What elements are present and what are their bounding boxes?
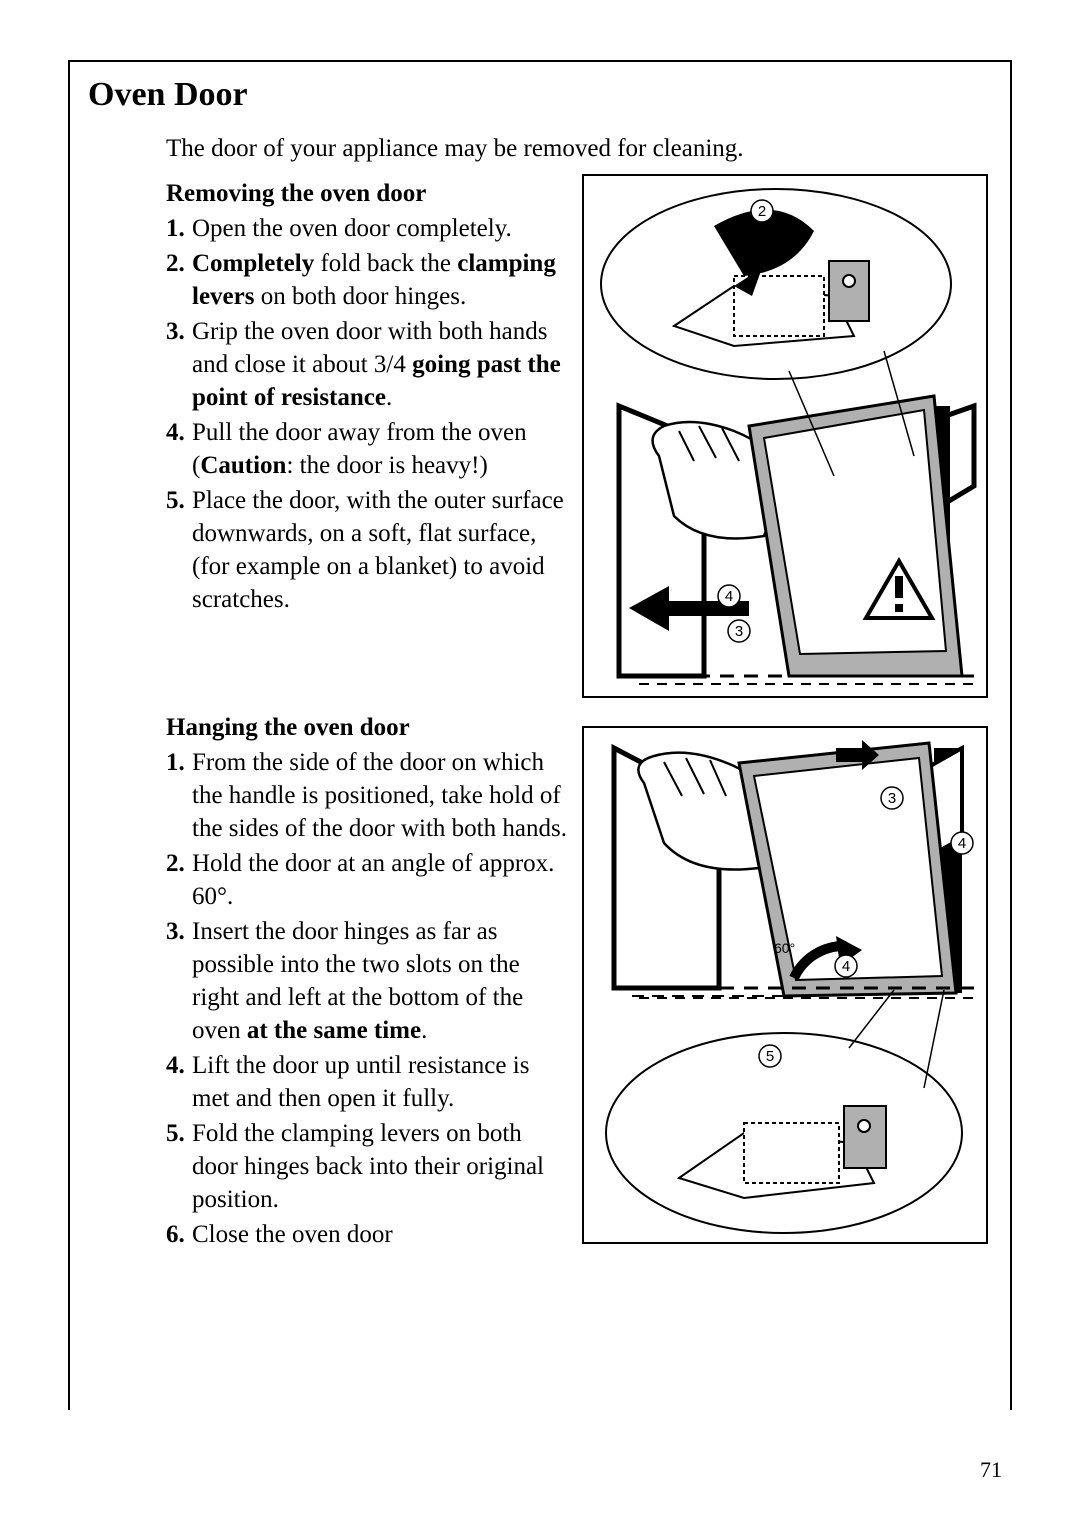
hanging-step-6: Close the oven door <box>166 1218 571 1251</box>
figure-remove-door: 2 <box>582 174 988 698</box>
hanging-step-2: Hold the door at an angle of approx. 60°… <box>166 847 571 913</box>
hanging-step-4: Lift the door up until resistance is met… <box>166 1049 571 1115</box>
page-number: 71 <box>980 1457 1002 1483</box>
removing-step-1: Open the oven door completely. <box>166 212 571 245</box>
svg-text:5: 5 <box>766 1048 774 1065</box>
svg-text:2: 2 <box>758 203 766 220</box>
svg-text:60°: 60° <box>774 940 795 956</box>
hanging-step-1: From the side of the door on which the h… <box>166 746 571 845</box>
content-frame: Oven Door The door of your appliance may… <box>68 60 1012 1410</box>
page: Oven Door The door of your appliance may… <box>0 0 1080 1529</box>
svg-text:3: 3 <box>888 790 896 807</box>
hanging-step-5: Fold the clamping levers on both door hi… <box>166 1117 571 1216</box>
removing-steps: Open the oven door completely. Completel… <box>166 212 571 616</box>
figure-hang-door-svg: 60° 3 4 4 <box>584 728 990 1246</box>
svg-text:3: 3 <box>735 623 743 640</box>
removing-step-3: Grip the oven door with both hands and c… <box>166 315 571 414</box>
svg-text:4: 4 <box>842 958 850 975</box>
svg-text:4: 4 <box>725 588 733 605</box>
removing-step-2: Completely fold back the clamping levers… <box>166 247 571 313</box>
removing-step-4: Pull the door away from the oven (Cautio… <box>166 416 571 482</box>
hanging-steps: From the side of the door on which the h… <box>166 746 571 1251</box>
removing-step-5: Place the door, with the outer surface d… <box>166 484 571 616</box>
figure-hang-door: 60° 3 4 4 <box>582 726 988 1244</box>
figure-remove-door-svg: 2 <box>584 176 990 700</box>
hanging-step-3: Insert the door hinges as far as possibl… <box>166 915 571 1047</box>
section-title: Oven Door <box>88 76 988 114</box>
intro-text: The door of your appliance may be remove… <box>166 132 988 166</box>
svg-text:4: 4 <box>958 835 966 852</box>
